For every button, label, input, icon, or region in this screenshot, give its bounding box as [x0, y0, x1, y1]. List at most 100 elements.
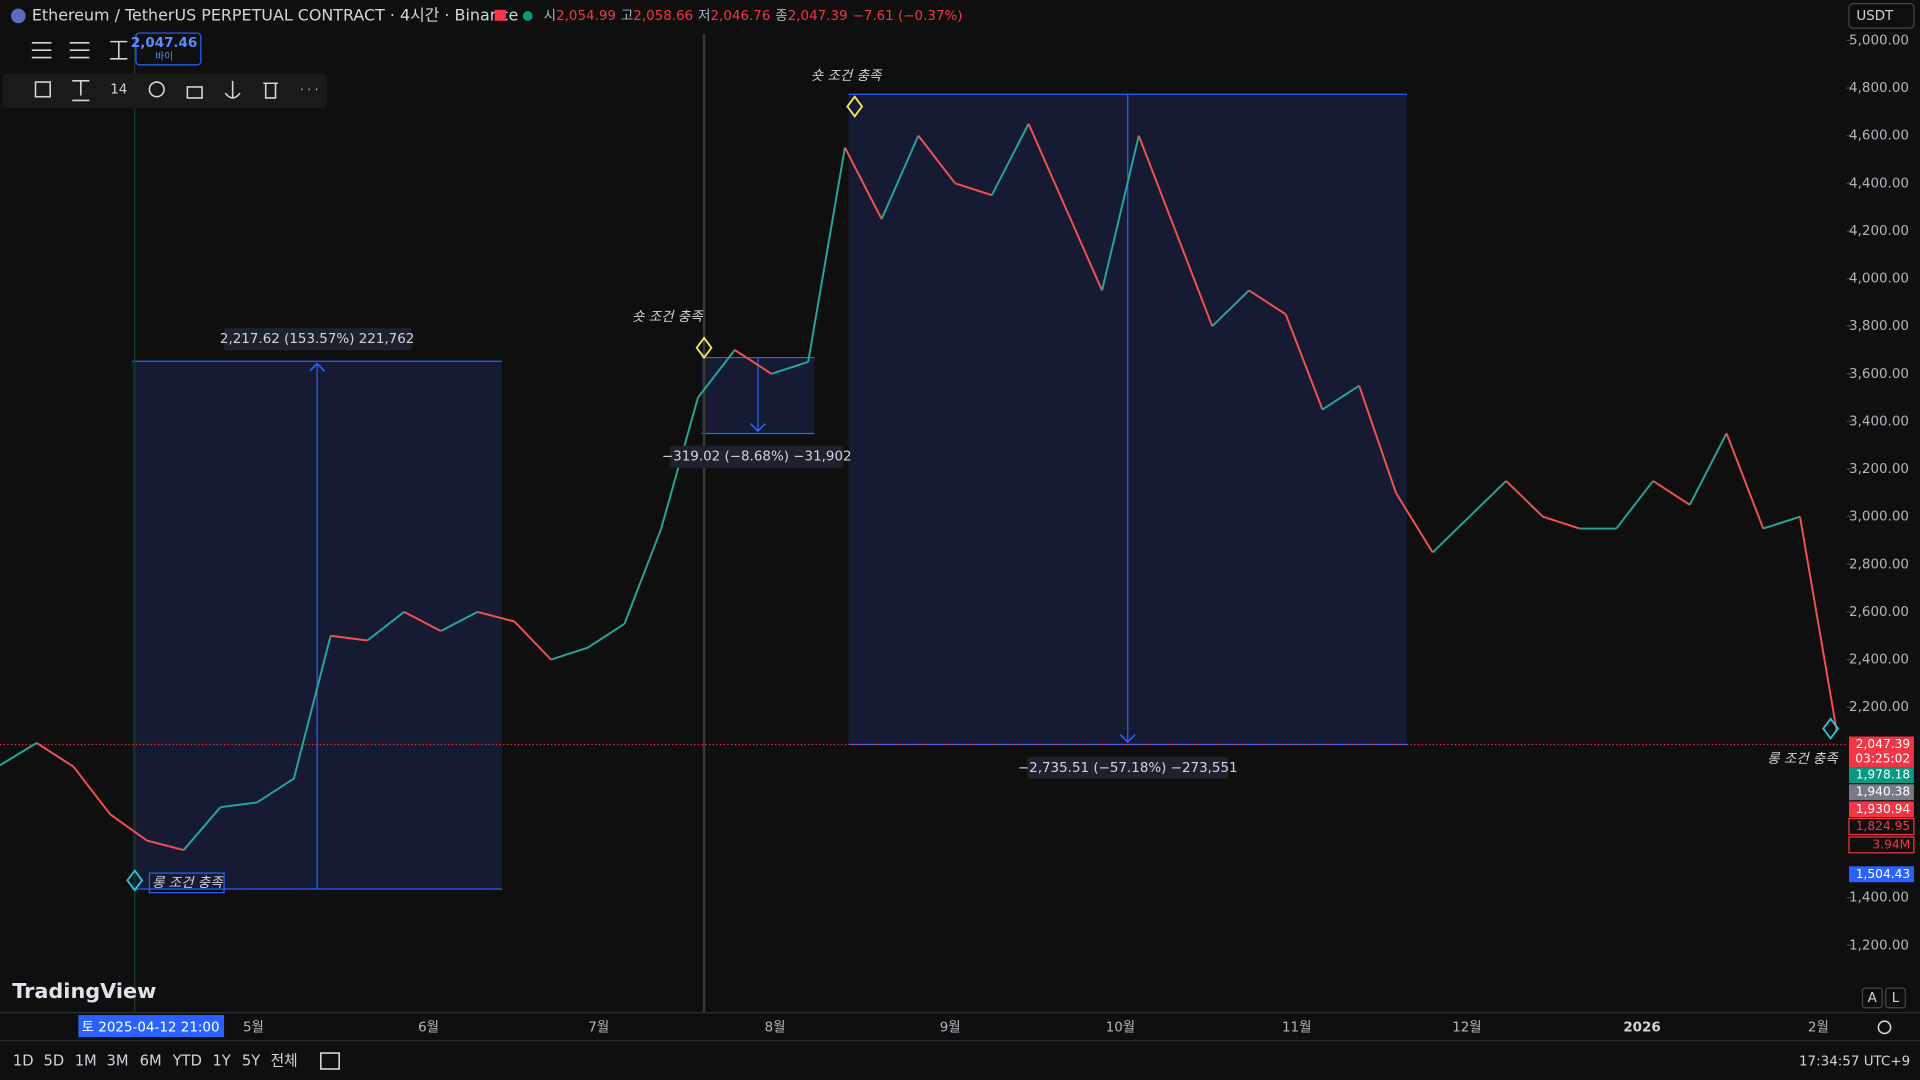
arrow-head: [750, 423, 766, 433]
price-badge: [1848, 866, 1914, 883]
ohlc-label: 고: [621, 9, 633, 24]
range-button[interactable]: 3M: [107, 1053, 129, 1070]
symbol-title[interactable]: Ethereum / TetherUS PERPETUAL CONTRACT ·…: [32, 5, 518, 24]
price-badge: [1848, 767, 1914, 784]
measure-label: 2,217.62 (153.57%) 221,762: [220, 332, 414, 347]
range-button[interactable]: 1D: [13, 1053, 34, 1070]
price-badge-label: 1,824.95: [1856, 819, 1910, 833]
time-tick-label: 6월: [418, 1019, 439, 1035]
price-segment: [1431, 515, 1471, 554]
date-range-button[interactable]: [320, 1052, 340, 1070]
tool-button[interactable]: [148, 81, 165, 98]
price-badge[interactable]: [135, 32, 202, 66]
price-tick-label: 4,000.00: [1849, 272, 1909, 287]
scale-button[interactable]: [1861, 987, 1883, 1009]
scale-button-label[interactable]: A: [1868, 991, 1878, 1006]
crosshair-time: 토 2025-04-12 21:00: [82, 1020, 220, 1035]
price-segment: [146, 839, 184, 852]
tool-button[interactable]: [186, 86, 203, 99]
price-segment: [771, 360, 809, 375]
price-segment: [1395, 492, 1434, 553]
price-segment: [587, 623, 626, 649]
measure-label-bg: [224, 328, 412, 351]
range-button[interactable]: 1Y: [212, 1053, 230, 1070]
price-tick-label: 2,800.00: [1849, 557, 1909, 572]
range-button[interactable]: 6M: [140, 1053, 162, 1070]
price-badge-label: 3.94M: [1872, 837, 1910, 851]
arrow-head: [309, 362, 326, 372]
measure-label: −319.02 (−8.68%) −31,902: [662, 450, 852, 465]
ohlc-value: 2,047.39: [788, 9, 848, 24]
price-axis: 5,000.00 4,800.00 4,600.00 4,400.00 4,200.00…: [1846, 33, 1915, 953]
ohlc-label: 종: [775, 9, 787, 24]
currency-select[interactable]: [1848, 3, 1915, 29]
price-tick-label: 3,400.00: [1849, 414, 1909, 429]
price-segment: [623, 528, 663, 625]
price-segment: [366, 611, 405, 642]
price-tick-label: 3,200.00: [1849, 462, 1909, 477]
time-axis: 5월 6월 7월 8월 9월 10월 11월 12월 2026 2월: [243, 1019, 1829, 1035]
clock: 17:34:57 UTC+9: [1799, 1055, 1910, 1070]
ohlc-value: 2,054.99: [556, 9, 616, 24]
price-segment: [697, 349, 736, 399]
tool-button[interactable]: [34, 81, 51, 98]
price-tick-label: 1,200.00: [1849, 938, 1909, 953]
price-segment: [1321, 384, 1360, 411]
range-button[interactable]: 5Y: [242, 1053, 260, 1070]
price-segment: [1762, 515, 1801, 530]
price-segment: [330, 634, 368, 642]
price-badge-label: 1,930.94: [1856, 802, 1911, 816]
price-segment: [880, 135, 920, 220]
change: −7.61 (−0.37%): [853, 9, 963, 24]
annotation-box: [148, 872, 225, 894]
price-segment: [1688, 432, 1728, 506]
symbol-icon: [11, 8, 26, 24]
price-segment: [917, 135, 956, 184]
price-segment: [440, 611, 479, 632]
range-button[interactable]: 전체: [271, 1053, 298, 1070]
toolbar-icons: [31, 40, 128, 60]
time-tick-label: 11월: [1282, 1019, 1312, 1035]
tool-button[interactable]: [72, 80, 90, 102]
range-button[interactable]: YTD: [172, 1053, 202, 1070]
price-badge: [1848, 836, 1915, 854]
price-tick-label: 4,600.00: [1849, 129, 1909, 144]
price-segment: [72, 766, 111, 815]
tool-button[interactable]: [263, 82, 278, 99]
time-tick-label: 7월: [588, 1019, 609, 1035]
price-segment: [1137, 135, 1177, 232]
price-segment: [182, 806, 222, 851]
price-segment: [1505, 480, 1544, 518]
price-tick-label: 2,200.00: [1849, 700, 1909, 715]
tool-button[interactable]: [224, 80, 241, 99]
currency[interactable]: USDT: [1856, 9, 1894, 24]
flag-icon[interactable]: [494, 9, 506, 21]
price-tick-label: 2,600.00: [1849, 605, 1909, 620]
price-segment: [1468, 480, 1507, 518]
ohlc-value: 2,058.66: [633, 9, 693, 24]
signal-marker: [695, 336, 713, 360]
price-segment: [1652, 480, 1691, 506]
time-tick-label: 9월: [940, 1019, 961, 1035]
price-segment: [990, 123, 1030, 196]
range-button[interactable]: 5D: [44, 1053, 65, 1070]
price-badge-label: 03:25:02: [1855, 752, 1910, 766]
settings-button[interactable]: [1877, 1020, 1892, 1035]
price-badge: [1848, 784, 1914, 801]
logo[interactable]: TradingView: [12, 979, 156, 1003]
range-button[interactable]: 1M: [75, 1053, 97, 1070]
ohlc-label: 시: [544, 9, 556, 24]
tool-button[interactable]: [110, 40, 128, 60]
font-size[interactable]: 14: [110, 82, 127, 97]
ohlc: 시2,054.99 고2,058.66 저2,046.76 종2,047.39 −7.6…: [544, 8, 963, 24]
scale-button[interactable]: [1885, 987, 1906, 1009]
price-segment: [1064, 206, 1103, 291]
arrow-head: [1119, 734, 1136, 744]
time-tick-label: 5월: [243, 1019, 264, 1035]
tool-button[interactable]: [31, 42, 52, 59]
price-segment: [550, 646, 589, 661]
tool-button[interactable]: [69, 42, 90, 59]
scale-button-label[interactable]: L: [1892, 991, 1900, 1006]
price-badge-label: 1,504.43: [1856, 867, 1910, 881]
annotation: 롱 조건 충족: [152, 875, 224, 891]
